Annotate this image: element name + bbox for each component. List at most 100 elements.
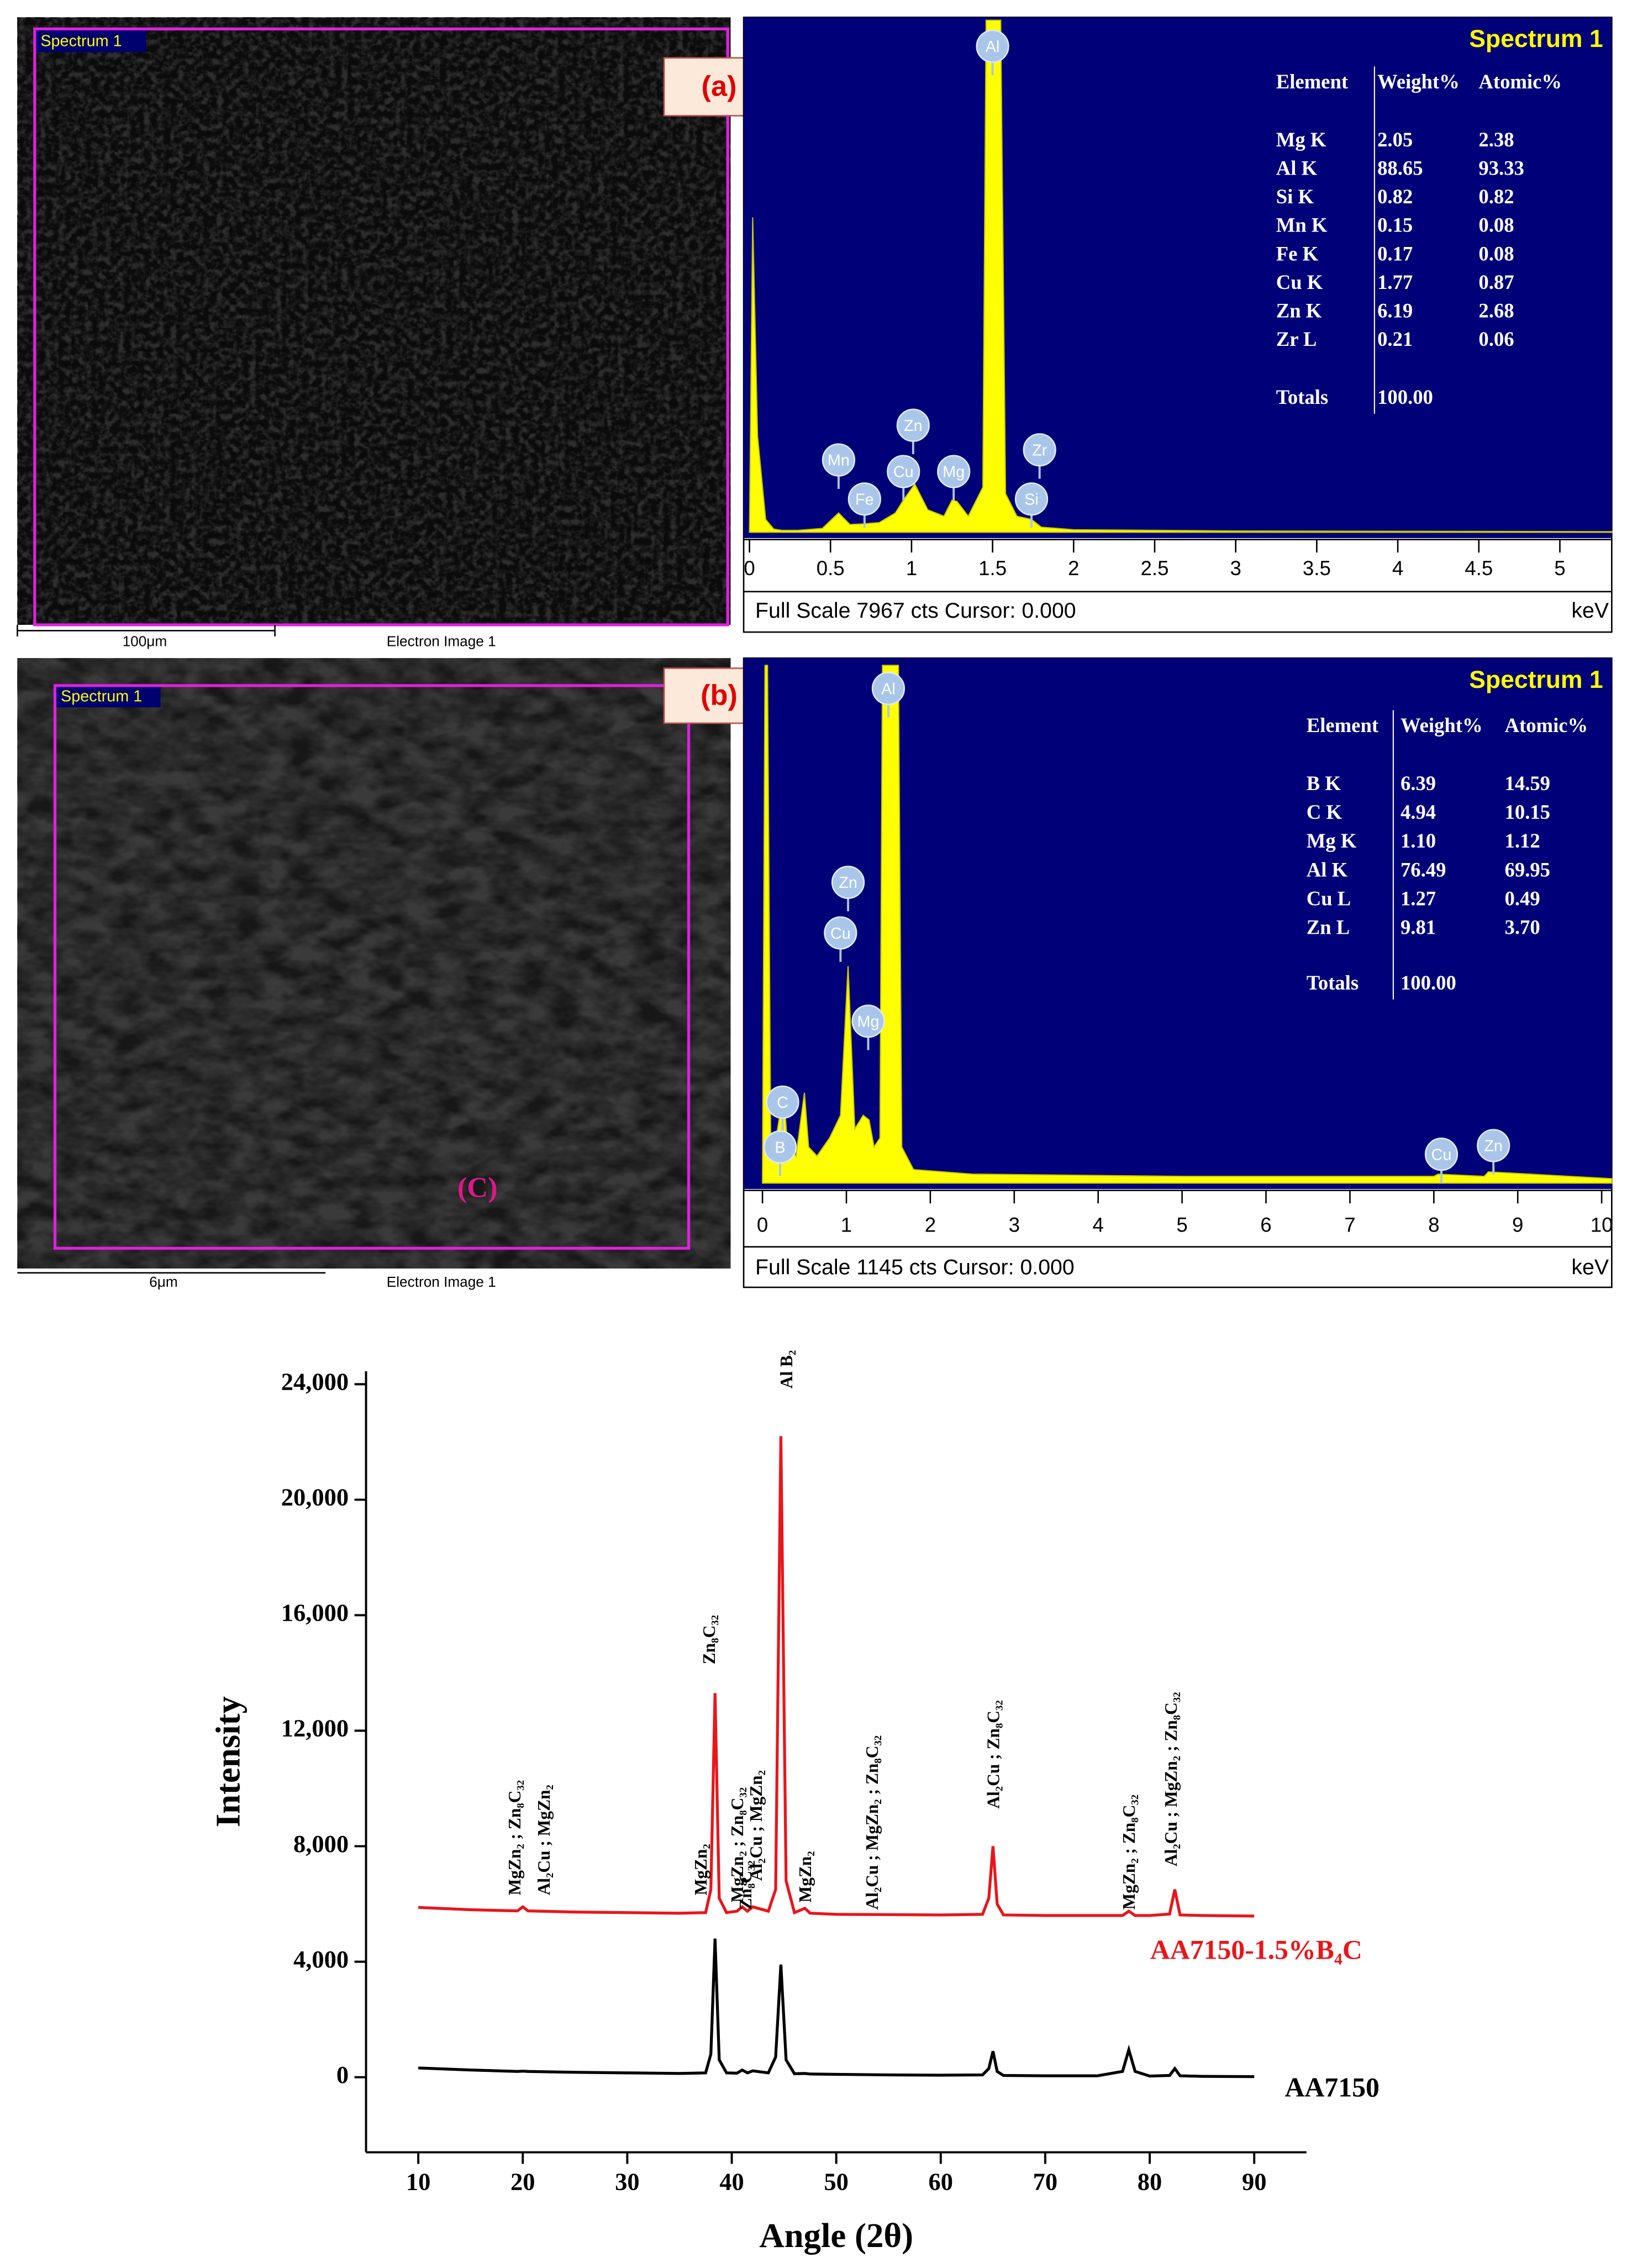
region-label: Spectrum 1 <box>40 33 122 50</box>
table-total: Totals <box>1307 971 1359 994</box>
x-tick-label: 20 <box>510 2167 535 2195</box>
peak-annotation: MgZn₂ ; Zn₈C₃₂ <box>505 1780 524 1896</box>
x-tick-label: 80 <box>1138 2167 1162 2195</box>
peak-annotation: Zn₈C₃₂ <box>699 1615 719 1664</box>
table-cell: 10.15 <box>1505 801 1550 823</box>
region-label-bg <box>36 30 146 52</box>
x-tick-label: 3 <box>1230 557 1241 580</box>
peak-label: Cu <box>887 455 920 501</box>
peak-label-text: Al <box>986 38 1000 56</box>
peak-label-text: Cu <box>830 925 851 943</box>
table-cell: Mg K <box>1307 829 1357 852</box>
panel-label: (a) <box>702 71 737 103</box>
y-tick-label: 20,000 <box>281 1483 349 1511</box>
table-cell: 69.95 <box>1505 858 1550 881</box>
peak-label: Fe <box>847 482 881 528</box>
peak-label-text: C <box>777 1094 788 1112</box>
table-cell: 0.49 <box>1505 887 1540 909</box>
table-cell: Mn K <box>1276 214 1328 236</box>
table-cell: Zr L <box>1276 328 1317 350</box>
table-cell: Cu L <box>1307 887 1351 909</box>
peak-label-marker <box>887 455 920 488</box>
x-tick-label: 60 <box>929 2167 954 2195</box>
table-cell: Zn L <box>1307 915 1350 938</box>
table-cell: 4.94 <box>1401 801 1436 823</box>
peak-label-text: Al <box>881 680 896 698</box>
peak-label: Zn <box>831 865 865 912</box>
x-tick-label: 50 <box>824 2167 849 2195</box>
peak-annotation: MgZn₂ <box>691 1844 710 1895</box>
peak-label-text: Mg <box>857 1013 879 1031</box>
y-tick-label: 8,000 <box>293 1830 349 1857</box>
footer: Full Scale 1145 cts Cursor: 0.000 <box>755 1255 1075 1279</box>
x-tick-label: 30 <box>615 2167 640 2195</box>
x-axis-label: Angle (2θ) <box>759 2216 913 2255</box>
peak-label: Mg <box>937 455 971 501</box>
table-cell: 0.06 <box>1478 328 1514 350</box>
peak-label-text: Cu <box>893 464 914 481</box>
image-caption: Electron Image 1 <box>387 633 496 649</box>
image-caption: Electron Image 1 <box>387 1274 496 1290</box>
series-line <box>418 1938 1255 2078</box>
x-tick-label: 2 <box>1068 557 1079 580</box>
spectrum-region <box>53 684 691 1250</box>
table-cell: 88.65 <box>1377 157 1423 180</box>
table-cell: 0.17 <box>1377 242 1413 265</box>
x-tick-label: 5 <box>1554 557 1565 580</box>
peak-label: Mg <box>851 1004 885 1050</box>
table-header: Element <box>1307 714 1379 736</box>
y-tick-label: 16,000 <box>281 1599 349 1627</box>
peak-label: Al <box>871 672 906 718</box>
table-cell: 0.08 <box>1478 242 1514 265</box>
table-cell: 0.08 <box>1478 214 1514 236</box>
panel-label: (C) <box>457 1172 498 1204</box>
table-total: 100.00 <box>1377 386 1433 408</box>
x-tick-label: 0.5 <box>817 557 845 580</box>
table-cell: 6.39 <box>1401 772 1436 794</box>
x-tick-label: 3 <box>1009 1214 1020 1236</box>
peak-label: Si <box>1014 482 1049 528</box>
table-header: Atomic% <box>1505 714 1588 736</box>
table-total: Totals <box>1276 386 1328 408</box>
table-header: Element <box>1276 70 1349 93</box>
x-axis-label: keV <box>1571 598 1609 623</box>
x-tick-label: 6 <box>1260 1214 1271 1236</box>
table-cell: 1.27 <box>1401 887 1436 909</box>
peak-label-marker <box>1424 1138 1459 1171</box>
spectrum <box>749 19 1613 533</box>
y-tick-label: 4,000 <box>293 1945 349 1973</box>
x-tick-label: 10 <box>1591 1214 1613 1236</box>
x-tick-label: 90 <box>1242 2167 1267 2195</box>
x-tick-label: 4 <box>1392 557 1403 580</box>
table-header: Weight% <box>1377 70 1460 93</box>
spectrum-title: Spectrum 1 <box>1469 666 1603 693</box>
x-tick-label: 1 <box>841 1214 852 1236</box>
table-cell: 0.15 <box>1377 214 1413 236</box>
table-cell: Al K <box>1276 157 1318 180</box>
peak-annotation: MgZn₂ ; Zn₈C₃₂ <box>728 1787 747 1903</box>
peak-label-marker <box>847 482 881 516</box>
peak-annotation: Al₂Cu ; MgZn₂ ; Zn₈C₃₂ <box>862 1735 882 1910</box>
table-cell: Fe K <box>1276 242 1319 265</box>
table-total: 100.00 <box>1401 971 1456 994</box>
x-tick-label: 0 <box>757 1214 768 1236</box>
x-tick-label: 1.5 <box>978 557 1007 580</box>
x-tick-label: 70 <box>1033 2167 1058 2195</box>
peak-label-text: Si <box>1024 491 1039 508</box>
table-cell: 9.81 <box>1401 915 1436 938</box>
peak-label: Zn <box>896 408 930 455</box>
peak-label-marker <box>1014 482 1049 516</box>
spectrum-title: Spectrum 1 <box>1469 25 1603 52</box>
peak-label-marker <box>937 455 971 488</box>
table-cell: 1.10 <box>1401 829 1436 852</box>
table-cell: 0.21 <box>1377 328 1413 350</box>
x-tick-label: 2 <box>925 1214 936 1236</box>
table-cell: 14.59 <box>1505 772 1550 794</box>
peak-label-text: Fe <box>855 491 874 508</box>
series-name: AA7150-1.5%B₄C <box>1150 1935 1362 1965</box>
x-tick-label: 4 <box>1093 1214 1104 1236</box>
peak-label: B <box>763 1130 797 1176</box>
peak-annotation: Al₂Cu ; Zn₈C₃₂ <box>983 1700 1003 1808</box>
